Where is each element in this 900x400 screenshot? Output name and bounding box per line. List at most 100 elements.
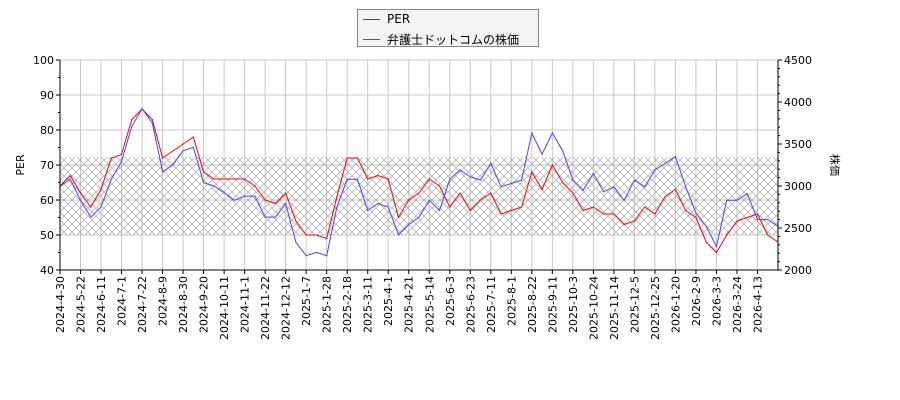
- stock-price-point: [500, 186, 502, 188]
- stock-price-point: [664, 162, 666, 164]
- per-point: [459, 192, 461, 194]
- per-point: [664, 195, 666, 198]
- per-point: [510, 209, 512, 212]
- legend-swatch-per: [363, 18, 380, 20]
- per-point: [213, 178, 215, 180]
- x-tick-label: 2026-3-3: [710, 276, 723, 326]
- per-point: [233, 178, 235, 180]
- stock-price-point: [305, 255, 307, 257]
- x-tick-label: 2025-10-24: [587, 276, 600, 340]
- x-tick-label: 2025-12-25: [649, 276, 662, 340]
- per-point: [79, 192, 82, 194]
- y-tick-label-left: 90: [40, 89, 54, 102]
- legend: PER 弁護士ドットコムの株価: [357, 9, 539, 47]
- per-point: [315, 234, 318, 236]
- stock-price-point: [428, 199, 430, 201]
- stock-price-point: [438, 209, 441, 211]
- x-tick-label: 2025-12-5: [628, 276, 641, 333]
- stock-price-point: [746, 192, 748, 195]
- per-point: [644, 206, 646, 208]
- per-point: [326, 237, 328, 240]
- hatched-band: [60, 156, 778, 235]
- x-tick-label: 2024-9-20: [198, 276, 211, 333]
- stock-price-point: [172, 164, 174, 166]
- per-point: [274, 202, 276, 205]
- stock-price-point: [592, 172, 594, 174]
- per-point: [562, 181, 564, 184]
- x-tick-label: 2025-4-21: [403, 276, 416, 333]
- stock-price-point: [510, 182, 512, 185]
- stock-price-point: [520, 179, 523, 181]
- per-point: [428, 178, 430, 180]
- axes: 40 50 60 70 80 90 100 2000 2500 3000 3500 4000 4500 2…: [33, 54, 812, 340]
- per-point: [69, 174, 71, 177]
- per-point: [387, 178, 389, 180]
- stock-price-point: [244, 195, 246, 197]
- per-point: [736, 220, 738, 222]
- stock-price-point: [326, 255, 328, 257]
- x-tick-label: 2024-10-11: [218, 276, 231, 340]
- x-tick-label: 2026-2-9: [690, 276, 703, 326]
- x-tick-label: 2026-4-13: [751, 276, 764, 333]
- per-point: [346, 157, 348, 159]
- per-point: [685, 209, 687, 212]
- x-tick-label: 2024-12-12: [280, 276, 293, 340]
- stock-price-point: [346, 178, 348, 180]
- per-point: [161, 157, 164, 159]
- stock-price-point: [254, 195, 256, 197]
- per-point: [490, 192, 492, 194]
- stock-price-point: [295, 241, 297, 243]
- x-tick-label: 2025-9-11: [546, 276, 559, 333]
- per-point: [654, 213, 656, 215]
- y-tick-label-left: 70: [40, 159, 54, 172]
- x-tick-label: 2025-3-11: [362, 276, 375, 333]
- stock-price-point: [767, 219, 769, 221]
- per-point: [756, 213, 759, 215]
- stock-price-point: [541, 153, 543, 155]
- stock-price-point: [213, 185, 215, 187]
- x-tick-label: 2025-1-28: [321, 276, 334, 333]
- per-point: [500, 213, 502, 215]
- per-point: [367, 178, 369, 180]
- y-tick-label-left: 60: [40, 194, 54, 207]
- y-axis-label-left: PER: [14, 154, 27, 176]
- stock-price-point: [387, 206, 389, 208]
- x-tick-label: 2024-6-11: [95, 276, 108, 333]
- stock-price-point: [264, 216, 266, 218]
- stock-price-point: [182, 150, 184, 152]
- per-point: [203, 171, 205, 173]
- stock-price-point: [582, 189, 584, 191]
- x-tick-label: 2024-5-22: [75, 276, 88, 333]
- per-point: [695, 216, 697, 219]
- stock-price-point: [449, 178, 451, 180]
- per-point: [746, 216, 748, 219]
- x-tick-label: 2025-1-7: [300, 276, 313, 326]
- stock-price-point: [459, 169, 461, 171]
- x-tick-label: 2025-11-14: [608, 276, 621, 340]
- per-point: [90, 206, 92, 208]
- y-tick-label-right: 4500: [784, 54, 812, 67]
- x-tick-label: 2024-11-1: [239, 276, 252, 333]
- per-point: [726, 234, 728, 236]
- stock-price-point: [151, 122, 153, 124]
- per-point: [397, 216, 400, 219]
- x-tick-label: 2025-10-3: [567, 276, 580, 333]
- stock-price-point: [562, 150, 564, 152]
- per-point: [418, 192, 420, 194]
- per-point: [438, 185, 441, 187]
- stock-price-point: [418, 216, 420, 218]
- stock-price-point: [336, 206, 338, 208]
- per-point: [305, 234, 307, 236]
- legend-item-per: PER: [363, 12, 410, 26]
- per-point: [254, 185, 256, 187]
- y-tick-label-right: 2500: [784, 222, 812, 235]
- per-point: [336, 195, 338, 198]
- stock-price-point: [572, 179, 574, 181]
- per-point: [100, 188, 102, 191]
- x-tick-label: 2025-6-23: [464, 276, 477, 333]
- per-point: [192, 136, 194, 138]
- y-tick-label-left: 40: [40, 264, 54, 277]
- per-point: [572, 192, 574, 194]
